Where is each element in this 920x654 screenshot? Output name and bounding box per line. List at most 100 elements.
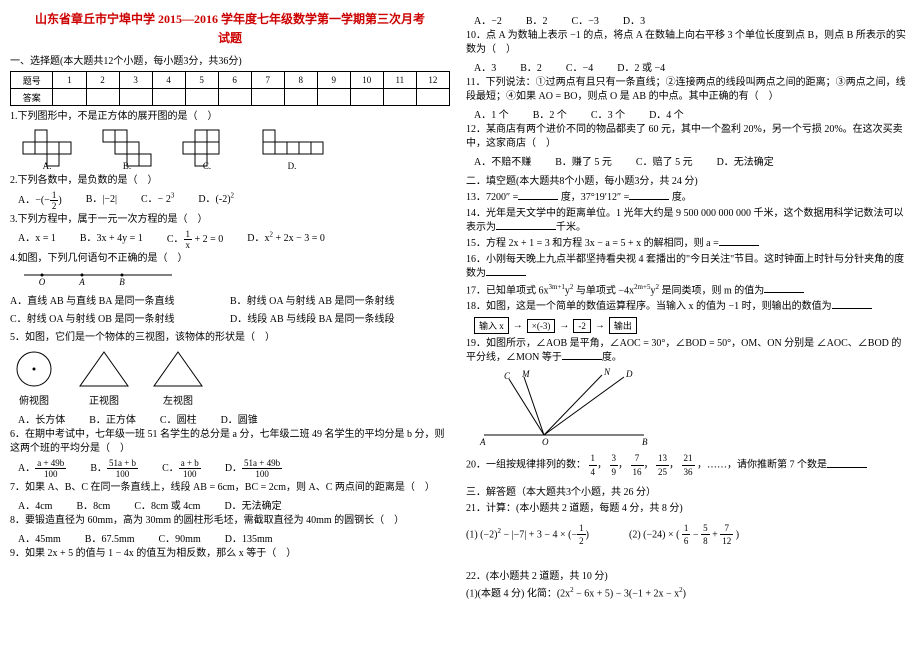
q8-d: D．135mm xyxy=(225,530,273,545)
q13: 13．7200″ = 度，37°19′12″ = 度。 xyxy=(466,191,906,205)
flow-out: 输出 xyxy=(609,317,637,334)
q4-d: D．线段 AB 与线段 BA 是同一条线段 xyxy=(230,313,450,327)
q10-b: B．2 xyxy=(520,59,542,74)
q11-c: C．3 个 xyxy=(591,106,625,121)
svg-text:B: B xyxy=(642,437,648,447)
q22-1: (1)(本题 4 分) 化简：(2x2 − 6x + 5) − 3(−1 + 2… xyxy=(466,586,906,601)
q2-text: 2.下列各数中，是负数的是（ ） xyxy=(10,174,450,188)
q4-text: 4.如图，下列几何语句不正确的是（ ） xyxy=(10,252,450,266)
q3-b: B．3x + 4y = 1 xyxy=(80,229,143,250)
q12-opts: A．不赔不赚 B．赚了 5 元 C．赔了 5 元 D．无法确定 xyxy=(474,153,906,168)
q8-opts: A．45mm B．67.5mm C．90mm D．135mm xyxy=(18,530,450,545)
q10-d: D．2 或 −4 xyxy=(617,59,665,74)
svg-text:A: A xyxy=(479,437,486,447)
q14: 14．光年是天文学中的距离单位。1 光年大约是 9 500 000 000 00… xyxy=(466,207,906,235)
answer-table: 题号 1 2 3 4 5 6 7 8 9 10 11 12 答案 xyxy=(10,71,450,106)
q12-text: 12．某商店有两个进价不同的物品都卖了 60 元，其中一个盈利 20%，另一个亏… xyxy=(466,123,906,151)
q9-b: B．2 xyxy=(526,12,548,27)
q1-text: 1.下列图形中，不是正方体的展开图的是（ ） xyxy=(10,110,450,124)
q12-a: A．不赔不赚 xyxy=(474,153,531,168)
q3-opts: A．x = 1 B．3x + 4y = 1 C．1x + 2 = 0 D．x2 … xyxy=(18,229,450,250)
q2-a: A．−(−12) xyxy=(18,190,62,211)
net-b: B. xyxy=(102,128,162,170)
q7-text: 7．如果 A、B、C 在同一条直线上，线段 AB = 6cm，BC = 2cm，… xyxy=(10,481,450,495)
q5-c: C．圆柱 xyxy=(160,411,197,426)
flow-mult: ×(-3) xyxy=(527,319,556,333)
q6-opts: A．a + 49b100 B．51a + b100 C．a + b100 D．5… xyxy=(18,458,450,479)
q7-d: D．无法确定 xyxy=(224,497,281,512)
q7-a: A．4cm xyxy=(18,497,52,512)
svg-text:C.: C. xyxy=(203,161,211,170)
svg-text:O: O xyxy=(542,437,549,447)
exam-title-line2: 试题 xyxy=(10,29,450,48)
exam-title-line1: 山东省章丘市宁埠中学 2015—2016 学年度七年级数学第一学期第三次月考 xyxy=(10,10,450,29)
q10-a: A．3 xyxy=(474,59,496,74)
q10-text: 10．点 A 为数轴上表示 −1 的点，将点 A 在数轴上向右平移 3 个单位长… xyxy=(466,29,906,57)
ans-cell: 12 xyxy=(416,72,449,89)
q17: 17．已知单项式 6x3m+1y2 与单项式 −4x2m+5y2 是同类项，则 … xyxy=(466,283,906,298)
q5-views: 俯视图 正视图 左视图 xyxy=(10,349,450,407)
q12-c: C．赔了 5 元 xyxy=(636,153,693,168)
q5-label2: 正视图 xyxy=(76,392,132,407)
arrow-icon: → xyxy=(513,320,523,331)
q18: 18．如图，这是一个简单的数值运算程序。当输入 x 的值为 −1 时，则输出的数… xyxy=(466,300,906,314)
q8-c: C．90mm xyxy=(159,530,201,545)
q11-text: 11．下列说法：①过两点有且只有一条直线；②连接两点的线段叫两点之间的距离；③两… xyxy=(466,76,906,104)
ans-cell: 4 xyxy=(152,72,185,89)
q5-d: D．圆锥 xyxy=(221,411,258,426)
q21-text: 21．计算：(本小题共 2 道题，每题 4 分，共 8 分) xyxy=(466,502,906,516)
net-c: C. xyxy=(182,128,242,170)
q15: 15．方程 2x + 1 = 3 和方程 3x − a = 5 + x 的解相同… xyxy=(466,237,906,251)
ans-cell: 9 xyxy=(317,72,350,89)
flow-sub: -2 xyxy=(573,319,591,333)
q10-opts: A．3 B．2 C．−4 D．2 或 −4 xyxy=(474,59,906,74)
q5-label1: 俯视图 xyxy=(10,392,58,407)
ans-cell: 3 xyxy=(119,72,152,89)
svg-text:O: O xyxy=(39,277,46,287)
ans-cell: 11 xyxy=(383,72,416,89)
q12-d: D．无法确定 xyxy=(717,153,774,168)
q6-d: D．51a + 49b100 xyxy=(225,458,282,479)
svg-text:A: A xyxy=(78,277,85,287)
ans-row2-label: 答案 xyxy=(11,89,53,106)
q22-text: 22．(本小题共 2 道题，共 10 分) xyxy=(466,570,906,584)
q6-a: A．a + 49b100 xyxy=(18,458,66,479)
section-b-heading: 二．填空题(本大题共8个小题，每小题3分，共 24 分) xyxy=(466,172,906,187)
q5-opts: A．长方体 B．正方体 C．圆柱 D．圆锥 xyxy=(18,411,450,426)
q3-a: A．x = 1 xyxy=(18,229,56,250)
q9-opts: A．−2 B．2 C．−3 D．3 xyxy=(474,12,906,27)
q8-b: B．67.5mm xyxy=(85,530,135,545)
q8-text: 8．要锻造直径为 60mm，高为 30mm 的圆柱形毛坯，需截取直径为 40mm… xyxy=(10,514,450,528)
q21-2: (2) (−24) × ( 16 − 58 + 712 ) xyxy=(629,522,739,548)
q4-opts: A．直线 AB 与直线 BA 是同一条直线 B．射线 OA 与射线 AB 是同一… xyxy=(10,293,450,329)
net-a: A. xyxy=(22,128,82,170)
svg-text:B: B xyxy=(119,277,125,287)
q7-b: B．8cm xyxy=(76,497,110,512)
section-a-heading: 一、选择题(本大题共12个小题，每小题3分，共36分) xyxy=(10,52,450,67)
flow-in: 输入 x xyxy=(474,317,509,334)
q3-d: D．x2 + 2x − 3 = 0 xyxy=(247,229,325,250)
q11-b: B．2 个 xyxy=(533,106,567,121)
ans-cell: 1 xyxy=(53,72,86,89)
q2-d: D．(-2)2 xyxy=(198,190,234,211)
q9-c: C．−3 xyxy=(572,12,599,27)
svg-text:B.: B. xyxy=(123,161,131,170)
ans-cell: 6 xyxy=(218,72,251,89)
q1-nets: A. B. C. xyxy=(22,128,450,170)
q6-b: B．51a + b100 xyxy=(90,458,138,479)
q4-c: C．射线 OA 与射线 OB 是同一条射线 xyxy=(10,313,230,327)
q5-label3: 左视图 xyxy=(150,392,206,407)
q11-d: D．4 个 xyxy=(649,106,684,121)
q5-text: 5．如图，它们是一个物体的三视图，该物体的形状是（ ） xyxy=(10,331,450,345)
q5-a: A．长方体 xyxy=(18,411,65,426)
q12-b: B．赚了 5 元 xyxy=(555,153,612,168)
net-d: D. xyxy=(262,128,334,170)
arrow-icon: → xyxy=(595,320,605,331)
q7-c: C．8cm 或 4cm xyxy=(134,497,200,512)
q19-figure: D N C M A O B xyxy=(474,367,654,447)
q3-c: C．1x + 2 = 0 xyxy=(167,229,223,250)
q6-c: C．a + b100 xyxy=(162,458,201,479)
q8-a: A．45mm xyxy=(18,530,61,545)
ans-cell: 7 xyxy=(251,72,284,89)
q3-text: 3.下列方程中，属于一元一次方程的是（ ） xyxy=(10,213,450,227)
